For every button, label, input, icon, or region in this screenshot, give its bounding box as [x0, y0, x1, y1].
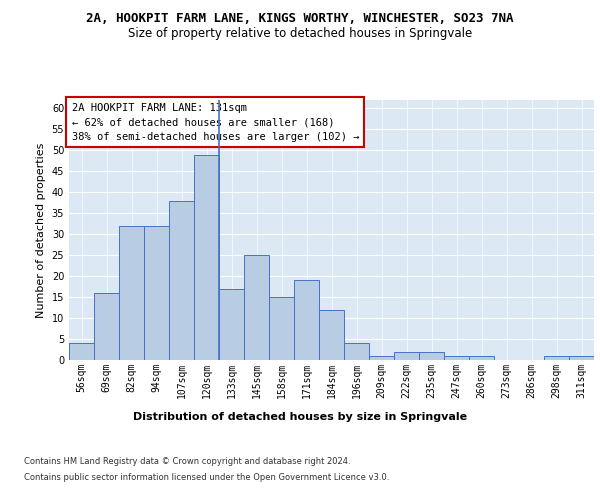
Text: Size of property relative to detached houses in Springvale: Size of property relative to detached ho… [128, 28, 472, 40]
Text: 2A HOOKPIT FARM LANE: 131sqm
← 62% of detached houses are smaller (168)
38% of s: 2A HOOKPIT FARM LANE: 131sqm ← 62% of de… [71, 102, 359, 142]
Bar [369, 356, 394, 360]
Bar [219, 288, 244, 360]
Bar [94, 293, 119, 360]
Bar [344, 343, 369, 360]
Text: Contains public sector information licensed under the Open Government Licence v3: Contains public sector information licen… [24, 472, 389, 482]
Bar [394, 352, 419, 360]
Bar [244, 255, 269, 360]
Text: Contains HM Land Registry data © Crown copyright and database right 2024.: Contains HM Land Registry data © Crown c… [24, 458, 350, 466]
Y-axis label: Number of detached properties: Number of detached properties [36, 142, 46, 318]
Bar [419, 352, 444, 360]
Bar [169, 200, 194, 360]
Bar [319, 310, 344, 360]
Text: Distribution of detached houses by size in Springvale: Distribution of detached houses by size … [133, 412, 467, 422]
Bar [119, 226, 144, 360]
Bar [144, 226, 169, 360]
Bar [294, 280, 319, 360]
Bar [69, 343, 94, 360]
Bar [544, 356, 569, 360]
Bar [569, 356, 594, 360]
Bar [194, 154, 219, 360]
Bar [444, 356, 469, 360]
Bar [269, 297, 294, 360]
Bar [469, 356, 494, 360]
Text: 2A, HOOKPIT FARM LANE, KINGS WORTHY, WINCHESTER, SO23 7NA: 2A, HOOKPIT FARM LANE, KINGS WORTHY, WIN… [86, 12, 514, 26]
